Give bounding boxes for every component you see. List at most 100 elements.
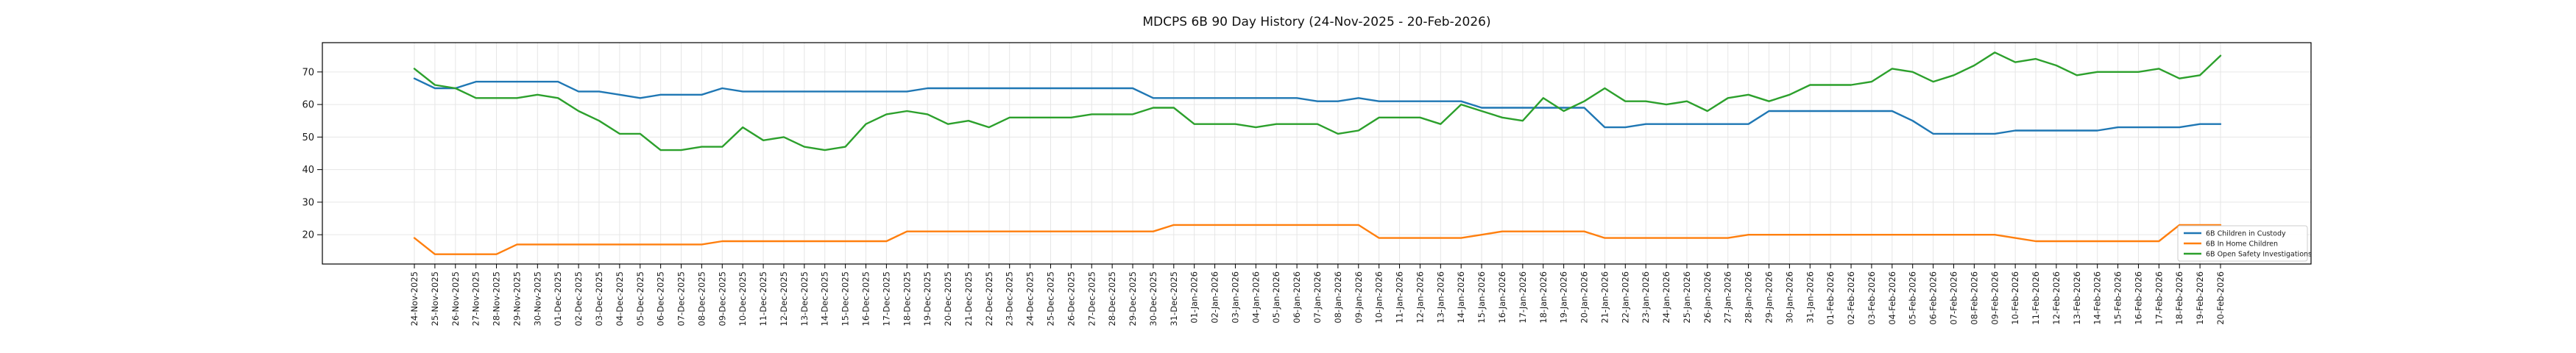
x-tick-label: 27-Nov-2025 [471,271,481,326]
x-tick-label: 04-Dec-2025 [615,271,625,326]
x-tick-label: 03-Dec-2025 [594,271,604,326]
x-tick-label: 18-Dec-2025 [902,271,912,326]
x-tick-label: 19-Dec-2025 [922,271,933,326]
x-tick-label: 17-Jan-2026 [1518,271,1528,324]
x-tick-label: 07-Jan-2026 [1312,271,1323,324]
chart-title: MDCPS 6B 90 Day History (24-Nov-2025 - 2… [1142,15,1491,29]
x-tick-label: 28-Nov-2025 [492,271,502,326]
x-tick-label: 31-Dec-2025 [1169,271,1179,326]
legend-label: 6B Open Safety Investigations [2206,251,2312,259]
x-tick-label: 12-Jan-2026 [1415,271,1425,324]
x-tick-label: 07-Feb-2026 [1948,271,1958,325]
x-tick-label: 01-Jan-2026 [1189,271,1200,324]
x-tick-label: 02-Dec-2025 [573,271,584,326]
series-line-6b-in-home-children [413,224,2222,255]
x-tick-label: 12-Feb-2026 [2051,271,2062,325]
x-tick-label: 14-Dec-2025 [820,271,830,326]
x-tick-label: 27-Dec-2025 [1086,271,1097,326]
x-tick-label: 06-Dec-2025 [656,271,666,326]
x-tick-label: 21-Dec-2025 [963,271,974,326]
x-tick-label: 14-Feb-2026 [2092,271,2103,325]
x-tick-label: 06-Jan-2026 [1292,271,1302,324]
x-tick-label: 13-Jan-2026 [1435,271,1446,324]
x-tick-label: 01-Dec-2025 [553,271,563,326]
x-tick-label: 31-Jan-2026 [1805,271,1815,324]
x-tick-label: 25-Nov-2025 [430,271,440,326]
x-tick-label: 15-Feb-2026 [2113,271,2123,325]
y-tick-label: 60 [302,100,314,111]
x-tick-label: 30-Jan-2026 [1784,271,1794,324]
legend-label: 6B In Home Children [2206,240,2278,249]
x-tick-label: 05-Jan-2026 [1271,271,1281,324]
x-tick-label: 19-Jan-2026 [1559,271,1569,324]
x-tick-label: 09-Feb-2026 [1989,271,2000,325]
x-tick-label: 02-Feb-2026 [1846,271,1856,325]
x-tick-label: 06-Feb-2026 [1928,271,1939,325]
x-tick-label: 23-Dec-2025 [1005,271,1015,326]
x-tick-label: 02-Jan-2026 [1210,271,1220,324]
x-tick-label: 23-Jan-2026 [1641,271,1651,324]
x-tick-label: 29-Jan-2026 [1764,271,1774,324]
x-tick-label: 11-Feb-2026 [2031,271,2041,325]
x-tick-label: 24-Dec-2025 [1025,271,1036,326]
x-tick-label: 22-Jan-2026 [1620,271,1630,324]
y-tick-label: 70 [302,67,314,78]
x-tick-label: 19-Feb-2026 [2195,271,2205,325]
x-tick-label: 21-Jan-2026 [1599,271,1610,324]
x-tick-label: 17-Dec-2025 [881,271,891,326]
x-tick-label: 18-Jan-2026 [1538,271,1549,324]
x-tick-label: 04-Feb-2026 [1887,271,1897,325]
x-tick-label: 11-Dec-2025 [758,271,768,326]
legend-label: 6B Children in Custody [2206,230,2286,238]
x-tick-label: 28-Jan-2026 [1744,271,1754,324]
x-tick-label: 25-Jan-2026 [1682,271,1692,324]
x-tick-label: 26-Nov-2025 [450,271,461,326]
x-tick-label: 20-Jan-2026 [1579,271,1590,324]
x-tick-label: 16-Dec-2025 [861,271,871,326]
x-tick-label: 09-Jan-2026 [1354,271,1364,324]
x-tick-label: 27-Jan-2026 [1723,271,1733,324]
x-tick-label: 15-Jan-2026 [1476,271,1487,324]
x-tick-label: 01-Feb-2026 [1825,271,1836,325]
x-tick-label: 03-Jan-2026 [1230,271,1240,324]
y-tick-label: 50 [302,132,314,143]
x-tick-label: 26-Jan-2026 [1702,271,1713,324]
x-tick-label: 12-Dec-2025 [779,271,789,326]
y-tick-label: 40 [302,165,314,176]
x-tick-label: 14-Jan-2026 [1456,271,1466,324]
x-tick-label: 22-Dec-2025 [984,271,994,326]
x-tick-label: 08-Dec-2025 [696,271,707,326]
x-tick-label: 20-Dec-2025 [943,271,953,326]
x-tick-label: 10-Dec-2025 [737,271,748,326]
x-tick-label: 11-Jan-2026 [1395,271,1405,324]
x-tick-label: 24-Nov-2025 [409,271,420,326]
x-tick-label: 10-Jan-2026 [1374,271,1384,324]
x-tick-label: 20-Feb-2026 [2215,271,2226,325]
x-tick-label: 24-Jan-2026 [1661,271,1671,324]
x-tick-label: 13-Feb-2026 [2072,271,2082,325]
x-tick-label: 25-Dec-2025 [1045,271,1055,326]
x-tick-label: 29-Nov-2025 [512,271,522,326]
x-tick-label: 05-Feb-2026 [1908,271,1918,325]
x-tick-label: 30-Dec-2025 [1148,271,1158,326]
x-tick-label: 09-Dec-2025 [717,271,727,326]
x-tick-label: 13-Dec-2025 [799,271,810,326]
x-tick-label: 17-Feb-2026 [2154,271,2164,325]
x-tick-label: 16-Feb-2026 [2133,271,2143,325]
x-tick-label: 29-Dec-2025 [1128,271,1138,326]
x-tick-label: 05-Dec-2025 [635,271,645,326]
x-tick-label: 07-Dec-2025 [676,271,687,326]
axes-frame [322,42,2312,265]
x-tick-label: 08-Feb-2026 [1969,271,1979,325]
legend-box [2177,225,2308,262]
x-tick-label: 30-Nov-2025 [532,271,542,326]
y-tick-label: 30 [302,197,314,208]
x-tick-label: 04-Jan-2026 [1250,271,1261,324]
x-tick-label: 16-Jan-2026 [1497,271,1507,324]
y-tick-label: 20 [302,230,314,241]
x-tick-label: 08-Jan-2026 [1333,271,1343,324]
series-line-6b-children-in-custody [413,77,2222,135]
x-tick-label: 15-Dec-2025 [841,271,851,326]
